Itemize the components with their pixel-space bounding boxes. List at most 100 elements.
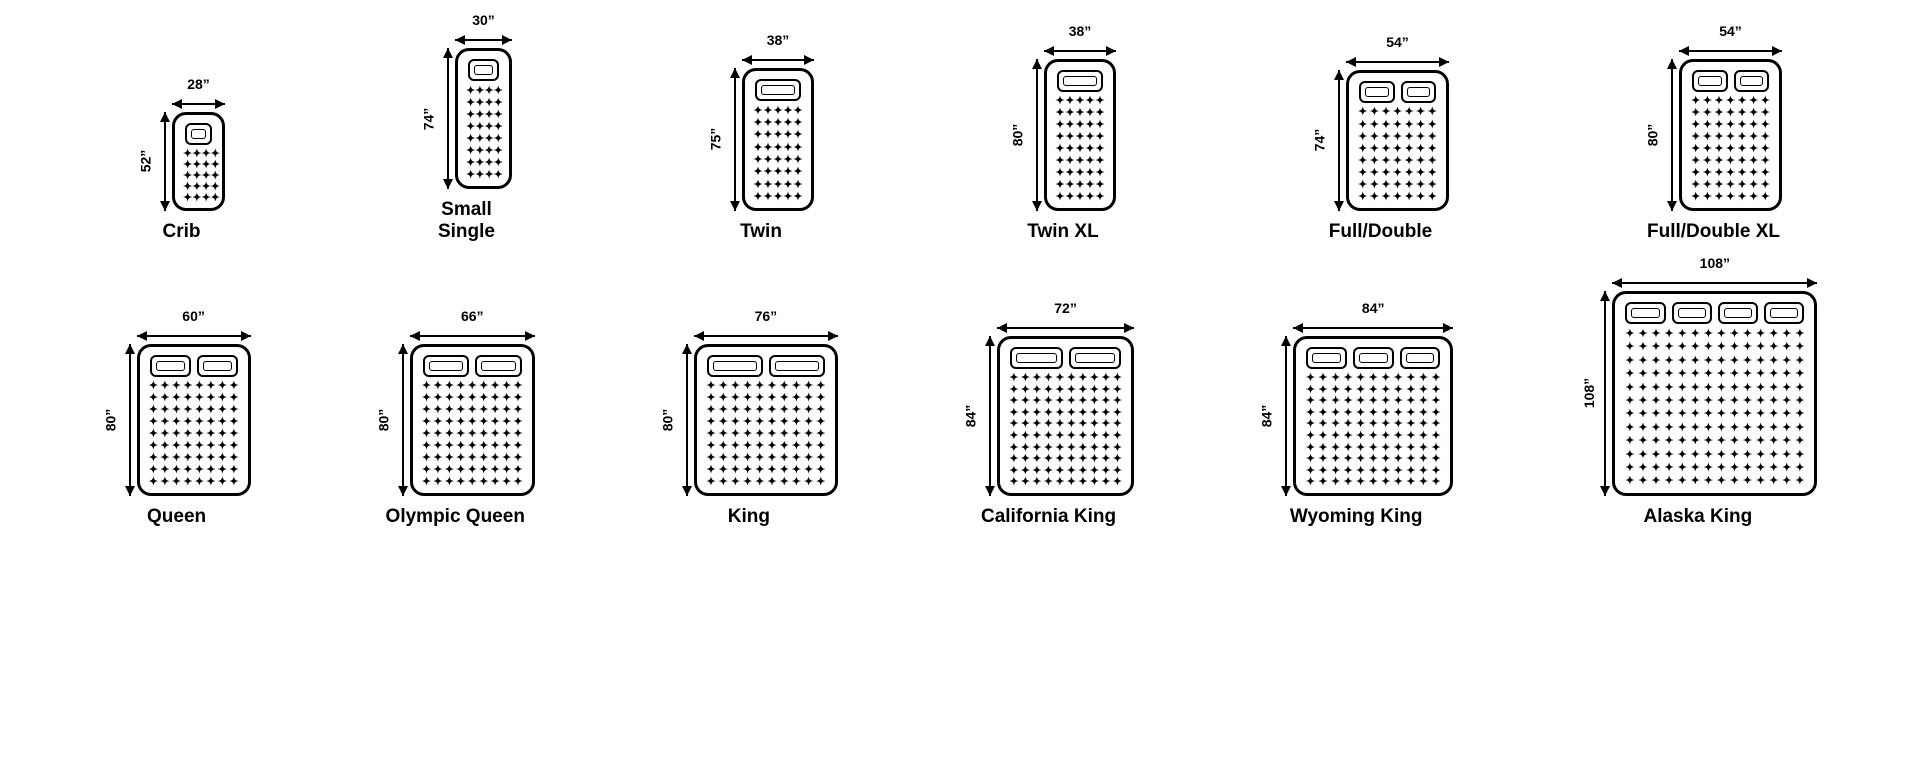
tuft-icon: ✦: [1065, 192, 1074, 203]
tuft-icon: ✦: [1394, 443, 1403, 454]
mattress-diagram: 28”52”✦✦✦✦✦✦✦✦✦✦✦✦✦✦✦✦✦✦✦✦: [138, 94, 225, 211]
tuft-icon: ✦: [1055, 120, 1064, 131]
tuft-icon: ✦: [1318, 408, 1327, 419]
width-dimension-arrow: 72”: [997, 318, 1134, 334]
mattress-cell: 108”108”✦✦✦✦✦✦✦✦✦✦✦✦✦✦✦✦✦✦✦✦✦✦✦✦✦✦✦✦✦✦✦✦…: [1578, 273, 1817, 528]
tuft-icon: ✦: [183, 193, 192, 204]
pillow-row: [1304, 347, 1442, 369]
tuft-icon: ✦: [1306, 419, 1315, 430]
tuft-icon: ✦: [1749, 132, 1758, 143]
tuft-icon: ✦: [1356, 431, 1365, 442]
tuft-icon: ✦: [1331, 443, 1340, 454]
mattress-name: Twin XL: [1027, 221, 1098, 243]
tuft-icon: ✦: [1113, 466, 1122, 477]
tuft-icon: ✦: [513, 429, 522, 440]
tuft-icon: ✦: [1625, 342, 1634, 353]
tuft-icon: ✦: [206, 417, 215, 428]
tuft-icon: ✦: [1625, 450, 1634, 461]
tuft-icon: ✦: [1664, 329, 1673, 340]
tuft-icon: ✦: [1075, 120, 1084, 131]
tuft-icon: ✦: [491, 465, 500, 476]
tuft-icon: ✦: [1009, 396, 1018, 407]
tuft-icon: ✦: [1625, 463, 1634, 474]
tuft-icon: ✦: [1318, 431, 1327, 442]
tuft-icon: ✦: [792, 381, 801, 392]
tuft-icon: ✦: [1769, 409, 1778, 420]
tuft-icon: ✦: [1331, 431, 1340, 442]
tuft-icon: ✦: [1369, 443, 1378, 454]
tuft-icon: ✦: [1782, 476, 1791, 487]
tuft-icon: ✦: [1356, 408, 1365, 419]
tuft-icon: ✦: [433, 465, 442, 476]
tuft-icon: ✦: [1431, 408, 1440, 419]
pillow-icon: [1718, 302, 1758, 324]
tuft-icon: ✦: [767, 429, 776, 440]
tuft-icon: ✦: [229, 417, 238, 428]
tuft-icon: ✦: [816, 453, 825, 464]
tuft-icon: ✦: [1651, 356, 1660, 367]
tuft-icon: ✦: [1406, 419, 1415, 430]
tuft-icon: ✦: [719, 477, 728, 488]
tuft-icon: ✦: [1065, 132, 1074, 143]
tuft-icon: ✦: [731, 393, 740, 404]
tuft-icon: ✦: [513, 453, 522, 464]
tuft-icon: ✦: [1769, 329, 1778, 340]
pillow-row: [1055, 70, 1105, 92]
tuft-icon: ✦: [149, 405, 158, 416]
tuft-icon: ✦: [468, 405, 477, 416]
tuft-icon: ✦: [149, 453, 158, 464]
tuft-grid: ✦✦✦✦✦✦✦✦✦✦✦✦✦✦✦✦✦✦✦✦✦✦✦✦✦✦✦✦✦✦✦✦✦✦✦✦✦✦✦✦…: [1357, 107, 1438, 204]
tuft-icon: ✦: [763, 192, 772, 203]
tuft-icon: ✦: [1691, 96, 1700, 107]
tuft-icon: ✦: [1078, 396, 1087, 407]
tuft-icon: ✦: [172, 477, 181, 488]
tuft-icon: ✦: [1090, 454, 1099, 465]
tuft-icon: ✦: [804, 477, 813, 488]
tuft-icon: ✦: [1381, 466, 1390, 477]
mattress-cell: 76”80”✦✦✦✦✦✦✦✦✦✦✦✦✦✦✦✦✦✦✦✦✦✦✦✦✦✦✦✦✦✦✦✦✦✦…: [660, 326, 838, 528]
tuft-icon: ✦: [1664, 383, 1673, 394]
tuft-icon: ✦: [1704, 436, 1713, 447]
mattress-name: Twin: [740, 221, 782, 243]
tuft-icon: ✦: [1431, 373, 1440, 384]
tuft-icon: ✦: [1356, 477, 1365, 488]
tuft-icon: ✦: [1703, 168, 1712, 179]
tuft-icon: ✦: [1032, 431, 1041, 442]
tuft-icon: ✦: [792, 417, 801, 428]
tuft-icon: ✦: [513, 405, 522, 416]
tuft-icon: ✦: [1065, 156, 1074, 167]
pillow-row: [1357, 81, 1438, 103]
tuft-icon: ✦: [1306, 396, 1315, 407]
tuft-icon: ✦: [1756, 329, 1765, 340]
tuft-icon: ✦: [1664, 423, 1673, 434]
tuft-icon: ✦: [773, 130, 782, 141]
tuft-icon: ✦: [1419, 408, 1428, 419]
tuft-icon: ✦: [149, 477, 158, 488]
tuft-icon: ✦: [494, 110, 503, 121]
tuft-icon: ✦: [1691, 463, 1700, 474]
tuft-icon: ✦: [1691, 383, 1700, 394]
tuft-icon: ✦: [1044, 477, 1053, 488]
tuft-icon: ✦: [793, 155, 802, 166]
tuft-icon: ✦: [1678, 409, 1687, 420]
tuft-icon: ✦: [792, 429, 801, 440]
tuft-icon: ✦: [1101, 454, 1110, 465]
tuft-icon: ✦: [1381, 443, 1390, 454]
tuft-icon: ✦: [1101, 419, 1110, 430]
tuft-icon: ✦: [1055, 419, 1064, 430]
tuft-icon: ✦: [1703, 192, 1712, 203]
tuft-icon: ✦: [422, 381, 431, 392]
tuft-icon: ✦: [160, 381, 169, 392]
tuft-icon: ✦: [1431, 385, 1440, 396]
height-dimension-arrow: 75”: [708, 68, 742, 211]
tuft-icon: ✦: [773, 118, 782, 129]
tuft-icon: ✦: [1730, 423, 1739, 434]
tuft-icon: ✦: [1067, 454, 1076, 465]
tuft-icon: ✦: [1393, 132, 1402, 143]
tuft-icon: ✦: [1678, 396, 1687, 407]
tuft-icon: ✦: [149, 417, 158, 428]
tuft-icon: ✦: [719, 405, 728, 416]
tuft-icon: ✦: [1743, 463, 1752, 474]
tuft-icon: ✦: [456, 393, 465, 404]
tuft-icon: ✦: [743, 441, 752, 452]
